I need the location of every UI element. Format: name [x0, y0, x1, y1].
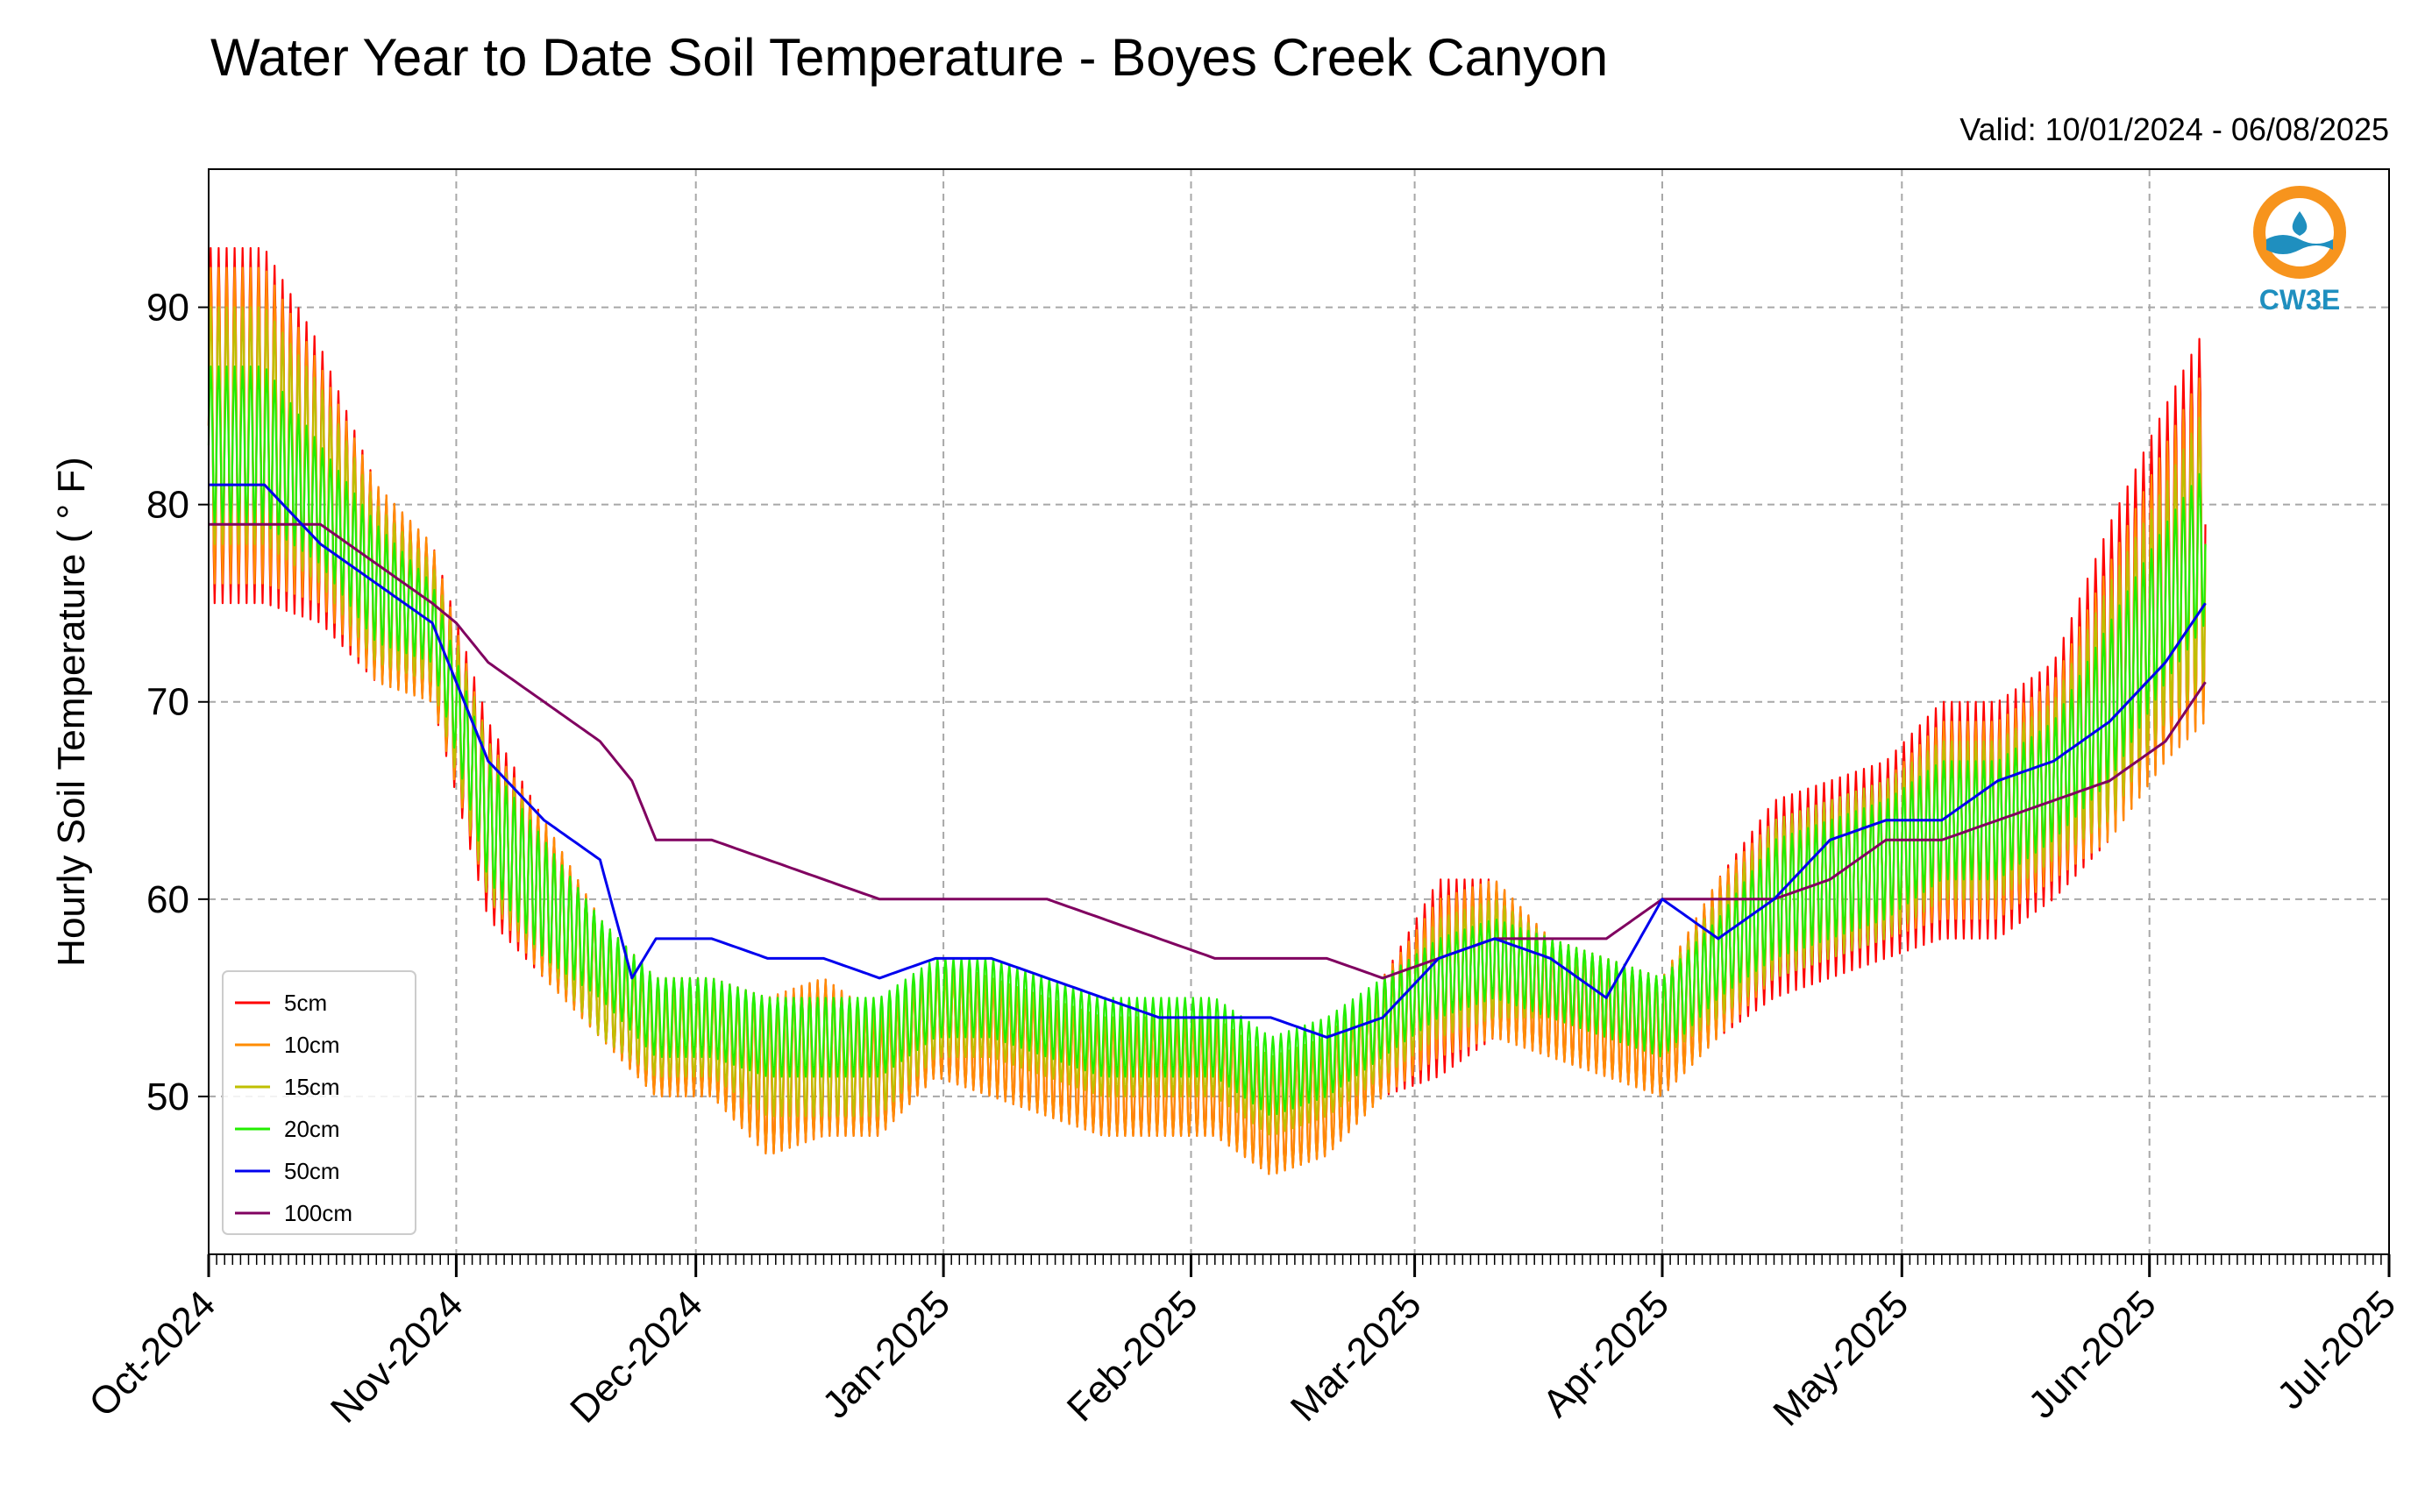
chart-subtitle: Valid: 10/01/2024 - 06/08/2025 [1959, 111, 2389, 147]
logo-ring-icon [2253, 186, 2346, 279]
logo-wave-icon [2266, 235, 2333, 254]
legend-box [222, 970, 416, 1235]
y-tick-label: 90 [146, 287, 189, 330]
cw3e-logo: CW3E [2253, 186, 2346, 316]
y-tick-label: 70 [146, 681, 189, 724]
legend-label-50cm: 50cm [284, 1158, 340, 1184]
y-tick-label: 50 [146, 1075, 189, 1118]
y-tick-label: 60 [146, 878, 189, 921]
chart-title: Water Year to Date Soil Temperature - Bo… [210, 28, 1608, 87]
logo-drop-icon [2292, 211, 2308, 236]
x-minor-ticks [208, 1254, 2390, 1265]
legend-label-5cm: 5cm [284, 990, 327, 1016]
legend-label-100cm: 100cm [284, 1200, 352, 1226]
legend: 5cm 10cm 15cm 20cm 50cm 100cm [222, 970, 416, 1235]
y-tick-label: 80 [146, 484, 189, 527]
legend-label-10cm: 10cm [284, 1032, 340, 1058]
plot-frame [208, 168, 2390, 1255]
series-line-50cm [209, 483, 2207, 1039]
series-line-20cm [207, 366, 2207, 1116]
logo-text: CW3E [2259, 284, 2340, 316]
series-line-100cm [209, 522, 2207, 980]
legend-label-20cm: 20cm [284, 1116, 340, 1142]
series-layer [207, 246, 2207, 1175]
legend-label-15cm: 15cm [284, 1074, 340, 1100]
y-axis-label: Hourly Soil Temperature ( ° F) [50, 457, 93, 967]
